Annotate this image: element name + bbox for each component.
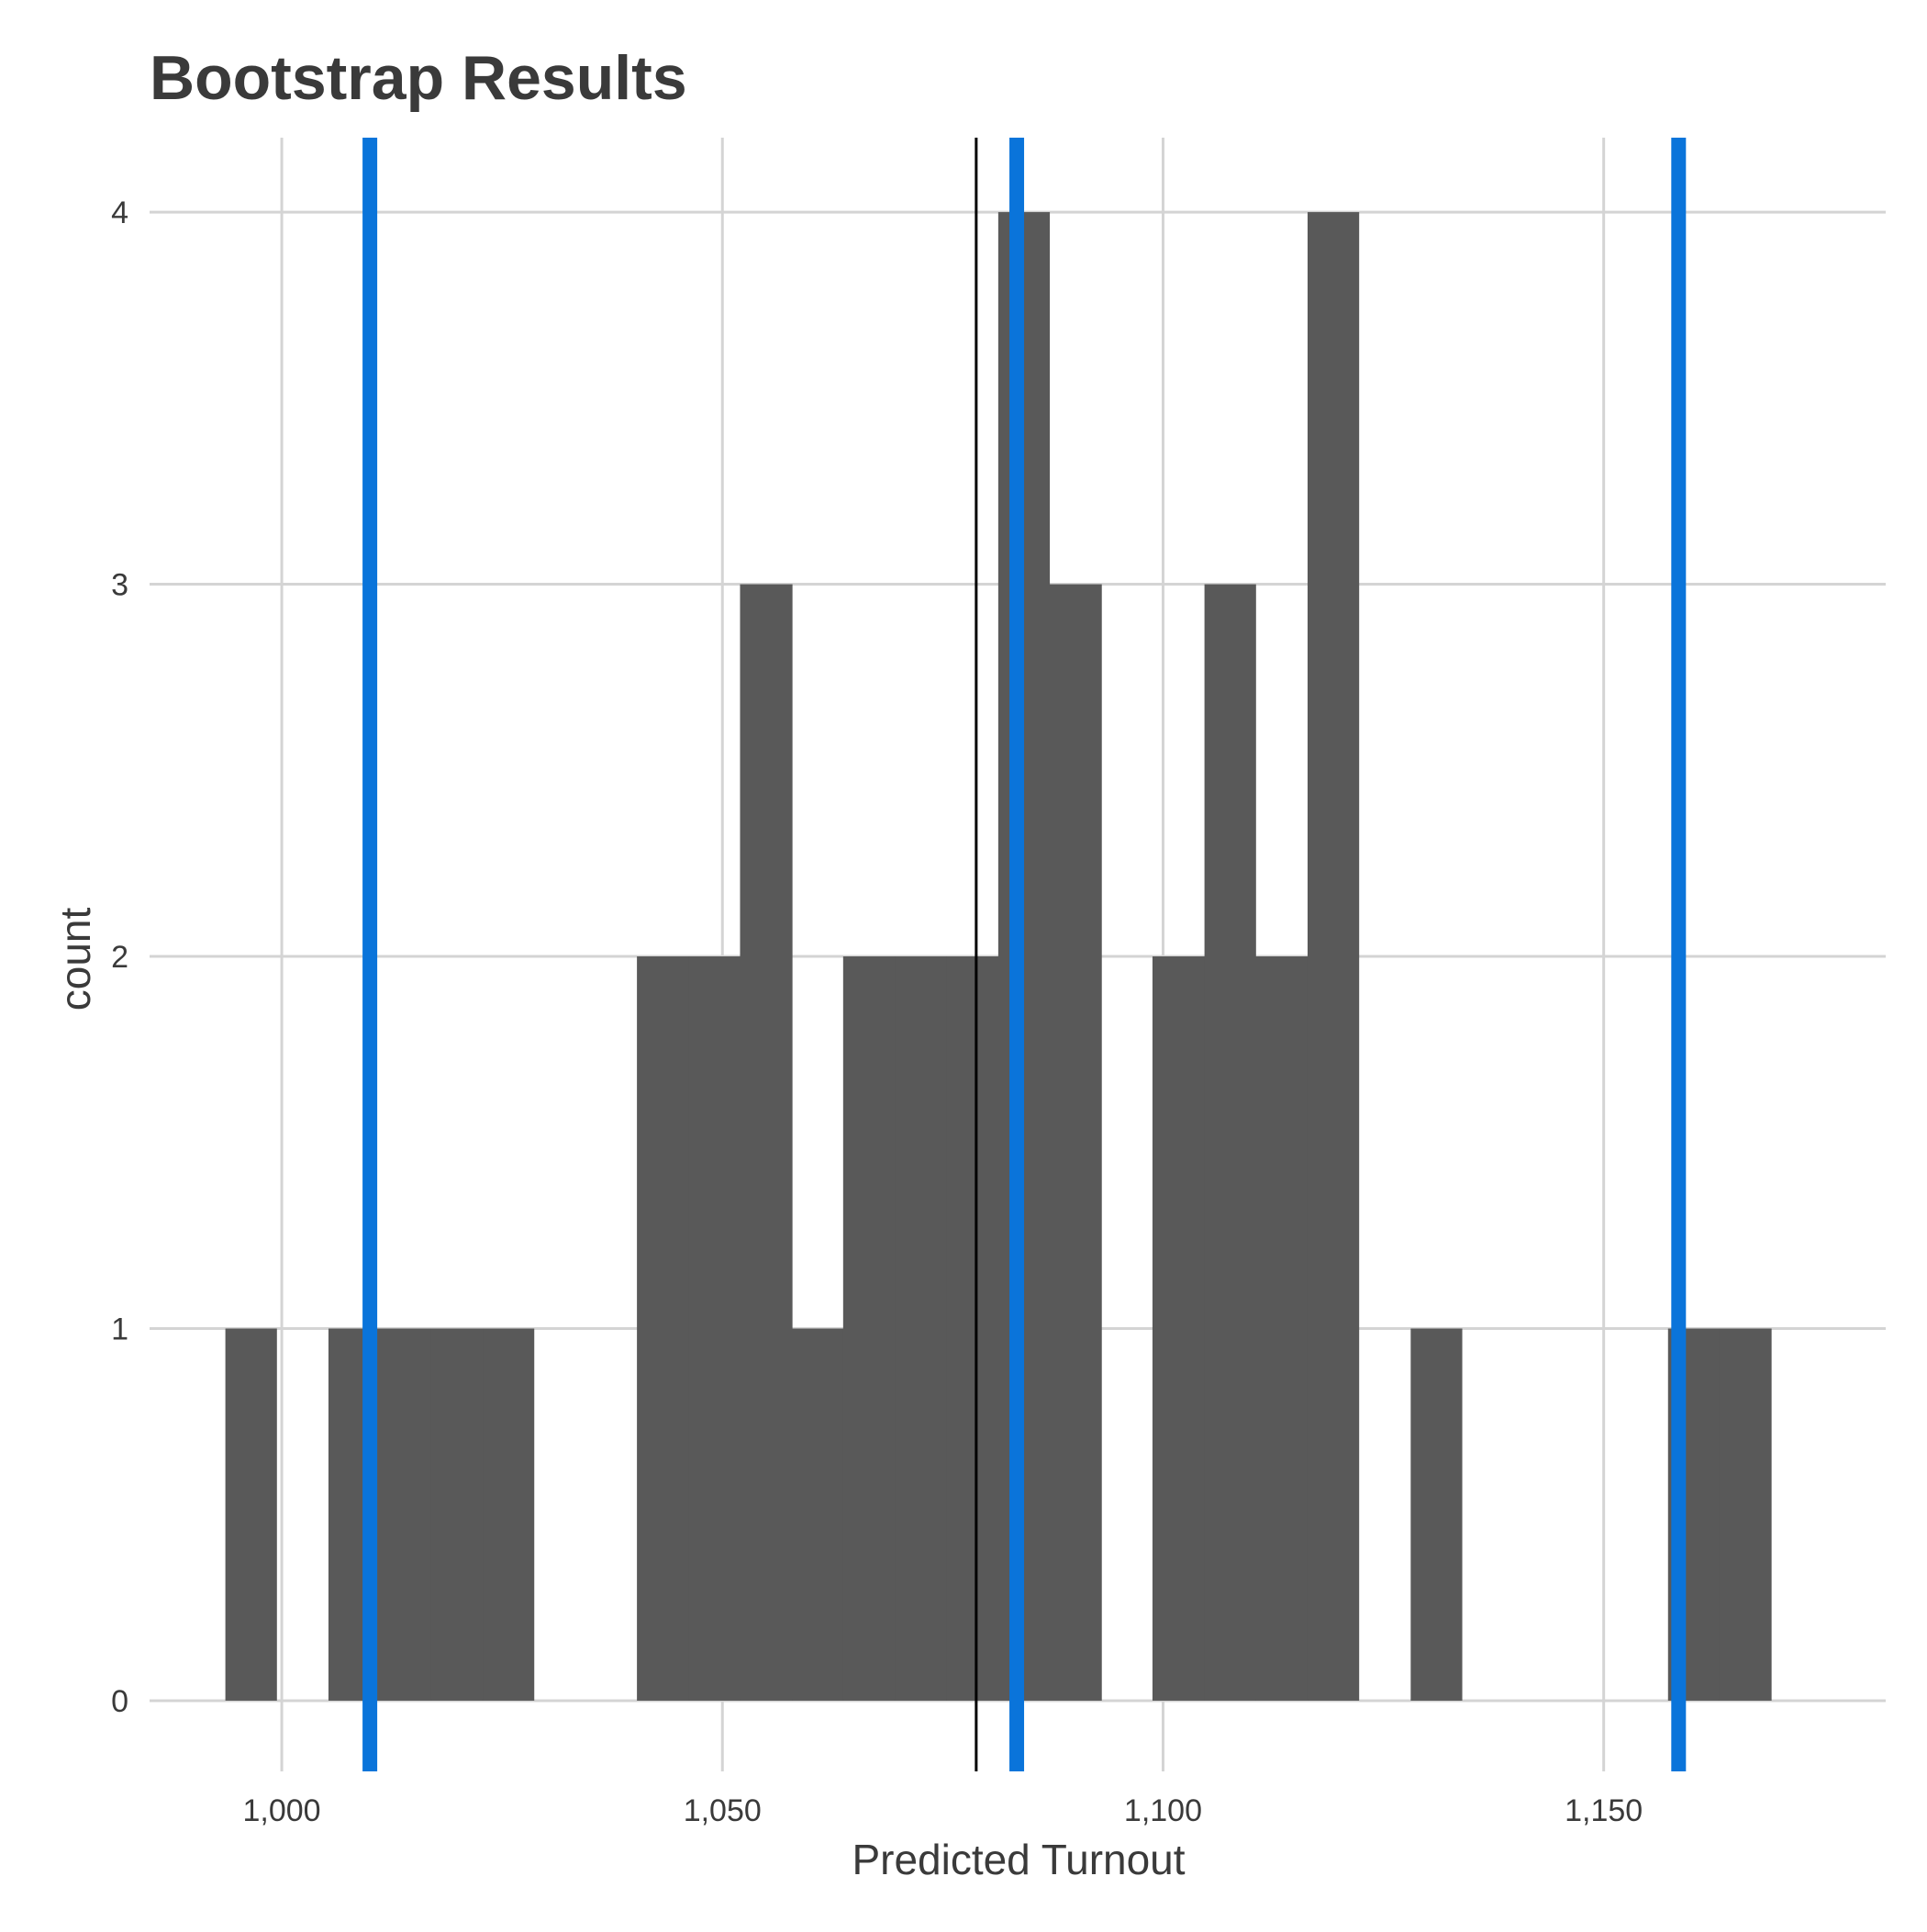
histogram-bar-3 (430, 1328, 484, 1701)
y-tick-label-2: 2 (111, 940, 128, 975)
histogram-bar-7 (740, 584, 793, 1701)
histogram-bar-5 (637, 956, 690, 1701)
histogram-bar-11 (946, 956, 999, 1701)
y-tick-label-0: 0 (111, 1684, 128, 1719)
y-axis-label: count (51, 908, 99, 1011)
y-tick-label-4: 4 (111, 195, 128, 230)
x-tick-label-1,150: 1,150 (1565, 1793, 1643, 1828)
histogram-bar-15 (1204, 584, 1256, 1701)
chart-title: Bootstrap Results (150, 43, 687, 113)
histogram-bar-13 (1049, 584, 1102, 1701)
y-tick-label-3: 3 (111, 568, 128, 603)
histogram-bar-6 (688, 956, 741, 1701)
x-axis-label: Predicted Turnout (852, 1836, 1185, 1883)
histogram-bar-4 (483, 1328, 535, 1701)
reference-lines (362, 138, 1687, 1771)
y-tick-label-1: 1 (111, 1312, 128, 1346)
y-axis-ticks: 0 1 2 3 4 (111, 195, 128, 1719)
histogram-bar-2 (379, 1328, 431, 1701)
histogram-bar-0 (225, 1328, 277, 1701)
histogram-bar-20 (1719, 1328, 1772, 1701)
histogram-bar-8 (792, 1328, 844, 1701)
histogram-bar-14 (1152, 956, 1206, 1701)
histogram-bar-9 (842, 956, 897, 1701)
histogram-bar-16 (1255, 956, 1309, 1701)
x-tick-label-1,000: 1,000 (243, 1793, 321, 1828)
x-tick-label-1,100: 1,100 (1124, 1793, 1202, 1828)
histogram-bar-10 (895, 956, 947, 1701)
x-tick-label-1,050: 1,050 (684, 1793, 762, 1828)
x-axis-ticks: 1,000 1,050 1,100 1,150 (243, 1793, 1643, 1828)
histogram-bar-17 (1307, 212, 1360, 1701)
histogram-bar-18 (1410, 1328, 1463, 1701)
